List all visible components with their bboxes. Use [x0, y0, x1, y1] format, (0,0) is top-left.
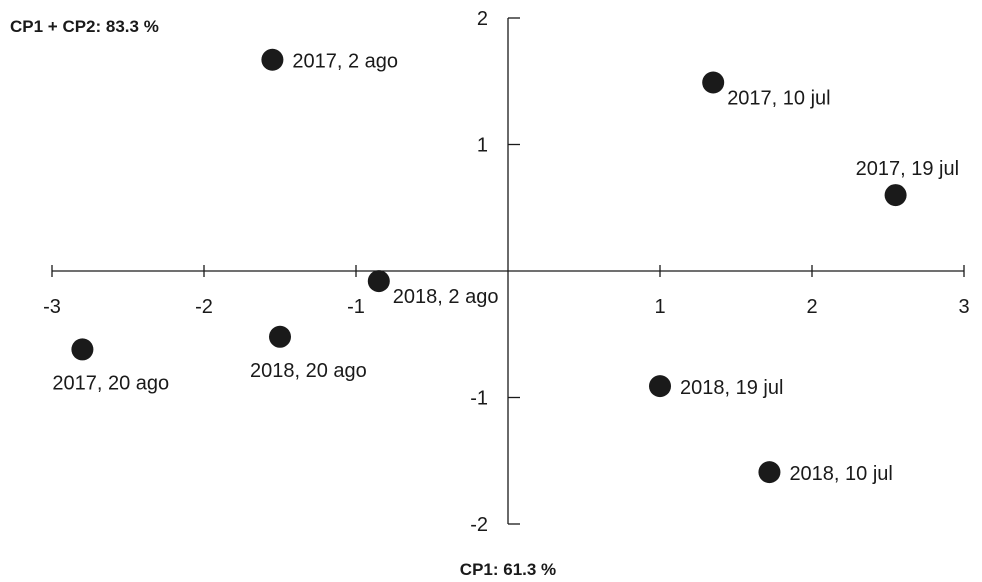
- point-label: 2017, 20 ago: [52, 372, 169, 394]
- point-label: 2018, 2 ago: [393, 286, 499, 308]
- y-tick-label: -2: [470, 514, 488, 536]
- point-label: 2017, 2 ago: [292, 51, 398, 73]
- data-point: [261, 48, 284, 71]
- x-tick-label: 2: [806, 296, 817, 318]
- point-label: 2018, 19 jul: [680, 377, 783, 399]
- data-point: [758, 461, 781, 484]
- point-label: 2017, 19 jul: [856, 158, 959, 180]
- y-tick-label: 2: [477, 8, 488, 30]
- point-label: 2018, 20 ago: [250, 360, 367, 382]
- data-point: [269, 325, 291, 348]
- x-tick-label: 3: [958, 296, 969, 318]
- data-point: [71, 338, 94, 361]
- y-tick-label: -1: [470, 388, 488, 410]
- point-label: 2018, 10 jul: [789, 463, 892, 485]
- data-points: 2017, 2 ago 2017, 10 jul 2017, 19 jul 2018,…: [52, 48, 959, 485]
- y-axis-title: CP1 + CP2: 83.3 %: [10, 17, 159, 36]
- x-tick-label: -1: [347, 296, 365, 318]
- y-tick-label: 1: [477, 135, 488, 157]
- data-point: [649, 375, 671, 398]
- data-point: [367, 270, 390, 293]
- data-point: [884, 184, 907, 207]
- x-tick-label: -2: [195, 296, 213, 318]
- ticks: -3 -2 -1 1 2 3 2 1 -1 -2: [43, 8, 969, 536]
- data-point: [702, 71, 725, 94]
- x-axis-title: CP1: 61.3 %: [460, 560, 556, 579]
- x-tick-label: 1: [654, 296, 665, 318]
- x-tick-label: -3: [43, 296, 61, 318]
- point-label: 2017, 10 jul: [727, 88, 830, 110]
